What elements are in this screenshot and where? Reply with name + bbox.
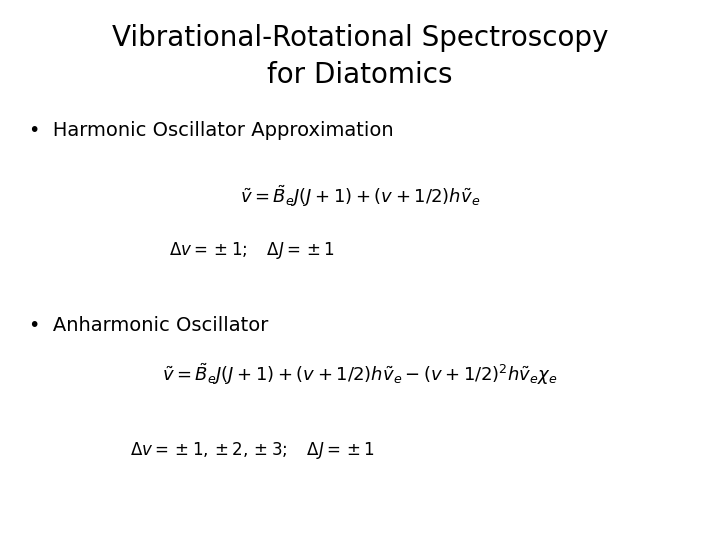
Text: •  Harmonic Oscillator Approximation: • Harmonic Oscillator Approximation (29, 122, 393, 140)
Text: $\tilde{v} = \tilde{B}_eJ(J+1)+(v+1/2)h\tilde{v}_e$: $\tilde{v} = \tilde{B}_eJ(J+1)+(v+1/2)h\… (240, 184, 480, 209)
Text: $\Delta v = \pm 1; \quad \Delta J = \pm 1$: $\Delta v = \pm 1; \quad \Delta J = \pm … (169, 240, 335, 261)
Text: $\Delta v = \pm 1, \pm 2, \pm 3; \quad \Delta J = \pm 1$: $\Delta v = \pm 1, \pm 2, \pm 3; \quad \… (130, 440, 374, 461)
Text: •  Anharmonic Oscillator: • Anharmonic Oscillator (29, 316, 268, 335)
Text: $\tilde{v} = \tilde{B}_eJ(J+1)+(v+1/2)h\tilde{v}_e-(v+1/2)^2h\tilde{v}_e\chi_e$: $\tilde{v} = \tilde{B}_eJ(J+1)+(v+1/2)h\… (162, 362, 558, 387)
Text: Vibrational-Rotational Spectroscopy
for Diatomics: Vibrational-Rotational Spectroscopy for … (112, 24, 608, 89)
